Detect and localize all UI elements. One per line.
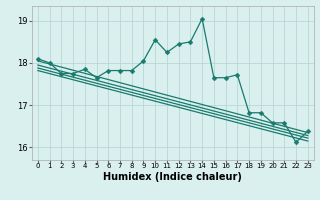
X-axis label: Humidex (Indice chaleur): Humidex (Indice chaleur) [103, 172, 242, 182]
